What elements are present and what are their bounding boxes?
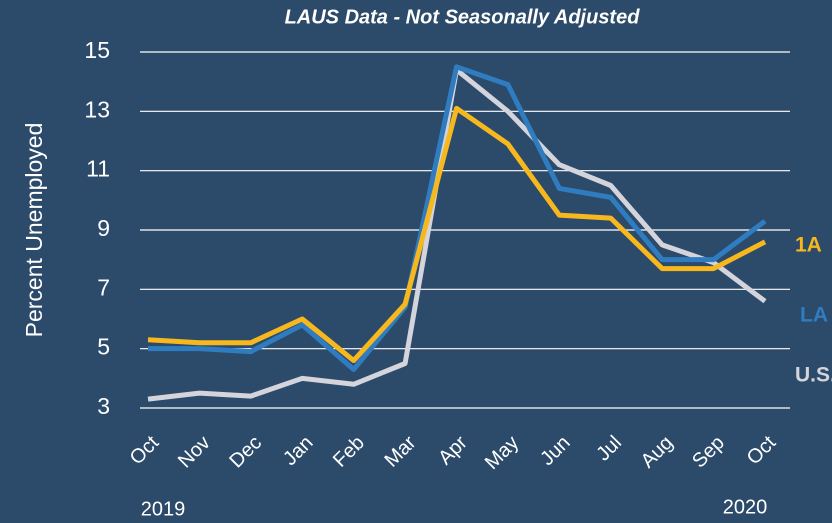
y-axis-label: Percent Unemployed	[21, 123, 47, 338]
series-label: 1A	[795, 234, 822, 257]
y-tick-label: 13	[84, 96, 110, 122]
x-tick-label: Feb	[329, 432, 369, 472]
x-tick-label: Sep	[688, 432, 729, 473]
y-tick-label: 15	[84, 37, 110, 63]
y-tick-label: 11	[86, 156, 110, 182]
series-line	[148, 64, 767, 372]
year-label: 2020	[723, 496, 768, 518]
x-tick-label: Apr	[434, 431, 472, 469]
x-tick-label: Oct	[743, 431, 781, 469]
y-tick-label: 9	[97, 215, 110, 241]
series-label: U.S.	[795, 364, 832, 387]
x-tick-label: Jun	[536, 432, 574, 470]
series-line	[147, 105, 767, 364]
y-tick-label: 3	[97, 393, 110, 419]
chart-subtitle: LAUS Data - Not Seasonally Adjusted	[285, 6, 641, 28]
x-tick-label: Mar	[380, 431, 420, 471]
series-label: LA	[800, 304, 828, 327]
x-tick-label: Nov	[174, 432, 215, 473]
y-tick-label: 5	[97, 334, 110, 360]
x-tick-label: Jul	[592, 432, 626, 466]
x-tick-label: Oct	[126, 431, 164, 469]
x-tick-label: Aug	[637, 432, 678, 473]
year-label: 2019	[141, 498, 186, 520]
x-tick-label: Dec	[225, 432, 266, 473]
y-tick-label: 7	[97, 274, 110, 300]
x-tick-label: Jan	[279, 432, 317, 470]
x-tick-label: May	[481, 432, 523, 474]
